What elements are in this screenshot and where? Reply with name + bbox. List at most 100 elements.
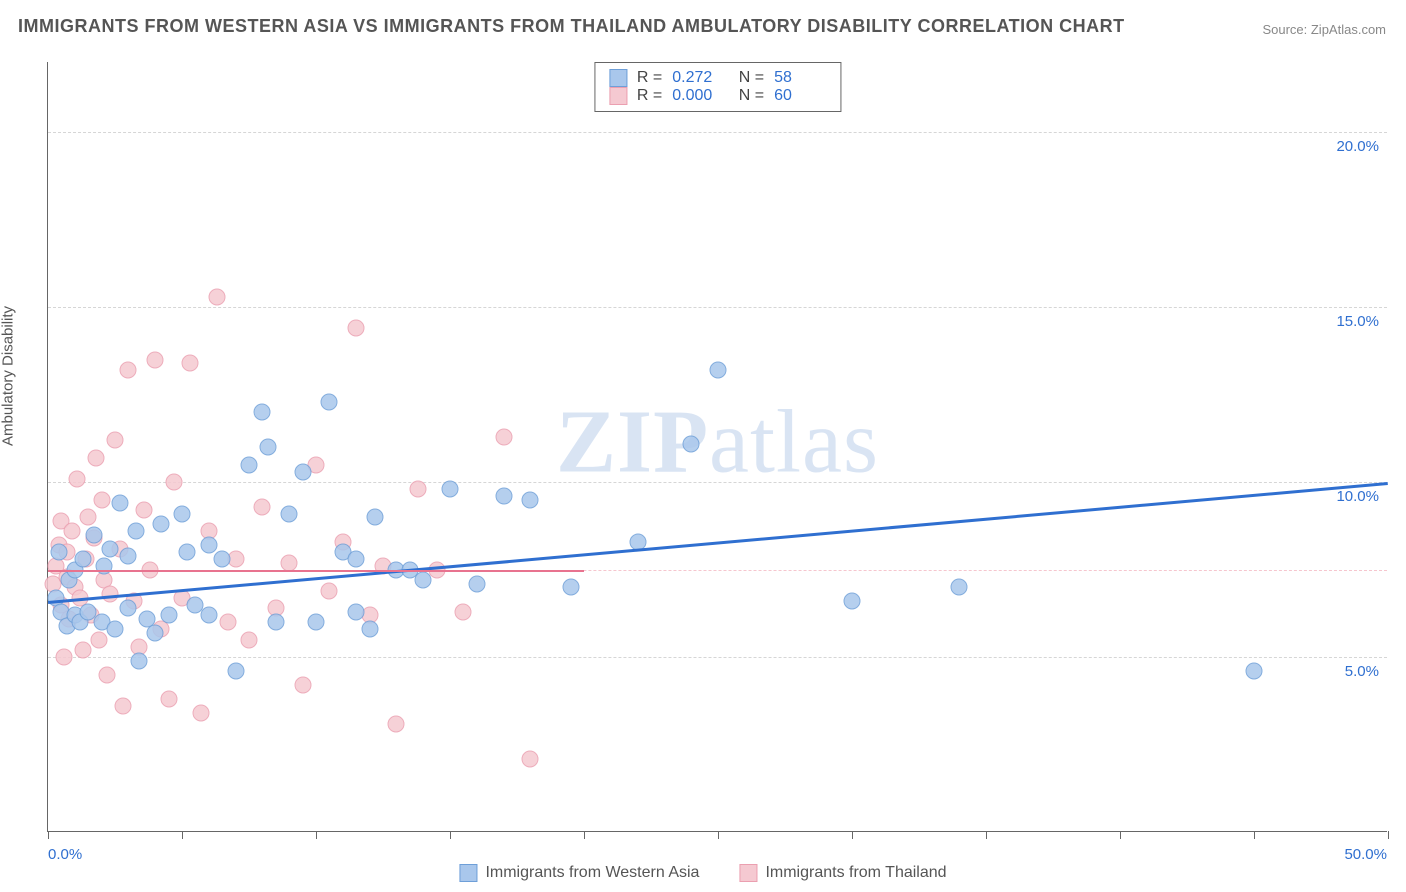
x-tick	[1388, 831, 1389, 839]
scatter-point	[522, 750, 539, 767]
scatter-point	[179, 544, 196, 561]
scatter-point	[468, 575, 485, 592]
scatter-point	[165, 474, 182, 491]
scatter-point	[147, 624, 164, 641]
stat-r-label: R =	[637, 87, 662, 105]
scatter-point	[107, 621, 124, 638]
scatter-point	[160, 691, 177, 708]
scatter-point	[182, 355, 199, 372]
scatter-point	[50, 544, 67, 561]
stats-row: R = 0.000 N = 60	[609, 87, 826, 105]
legend-swatch	[739, 864, 757, 882]
legend-swatch	[609, 87, 627, 105]
trend-line	[48, 482, 1388, 603]
scatter-point	[409, 481, 426, 498]
scatter-point	[1246, 663, 1263, 680]
scatter-point	[208, 288, 225, 305]
stat-n-value: 60	[774, 87, 826, 105]
gridline	[48, 657, 1387, 658]
gridline	[48, 307, 1387, 308]
scatter-point	[308, 614, 325, 631]
x-tick-label: 0.0%	[48, 846, 82, 863]
legend-item: Immigrants from Thailand	[739, 864, 946, 882]
watermark: ZIPatlas	[556, 390, 879, 493]
scatter-point	[101, 540, 118, 557]
scatter-point	[348, 603, 365, 620]
y-tick-label: 5.0%	[1345, 663, 1379, 680]
scatter-point	[120, 362, 137, 379]
scatter-point	[522, 491, 539, 508]
stat-r-label: R =	[637, 69, 662, 87]
scatter-point	[267, 614, 284, 631]
scatter-point	[294, 463, 311, 480]
scatter-point	[214, 551, 231, 568]
legend-swatch	[459, 864, 477, 882]
scatter-point	[710, 362, 727, 379]
y-tick-label: 20.0%	[1336, 138, 1379, 155]
scatter-point	[152, 516, 169, 533]
scatter-point	[174, 505, 191, 522]
scatter-point	[90, 631, 107, 648]
scatter-point	[98, 666, 115, 683]
scatter-point	[241, 631, 258, 648]
legend-label: Immigrants from Western Asia	[485, 864, 699, 882]
scatter-point	[281, 505, 298, 522]
x-tick	[182, 831, 183, 839]
scatter-point	[495, 428, 512, 445]
scatter-point	[951, 579, 968, 596]
scatter-point	[259, 439, 276, 456]
scatter-point	[88, 449, 105, 466]
scatter-point	[241, 456, 258, 473]
scatter-point	[254, 498, 271, 515]
scatter-point	[69, 470, 86, 487]
scatter-point	[227, 663, 244, 680]
scatter-point	[160, 607, 177, 624]
stat-r-value: 0.272	[672, 69, 724, 87]
scatter-point	[131, 652, 148, 669]
scatter-point	[442, 481, 459, 498]
trend-line	[48, 570, 584, 572]
scatter-point	[74, 642, 91, 659]
scatter-point	[348, 551, 365, 568]
scatter-point	[361, 621, 378, 638]
scatter-point	[56, 649, 73, 666]
y-tick-label: 15.0%	[1336, 313, 1379, 330]
scatter-point	[281, 554, 298, 571]
scatter-point	[455, 603, 472, 620]
scatter-point	[128, 523, 145, 540]
x-tick	[48, 831, 49, 839]
scatter-point	[112, 495, 129, 512]
scatter-point	[120, 547, 137, 564]
scatter-point	[120, 600, 137, 617]
scatter-point	[321, 582, 338, 599]
x-tick	[852, 831, 853, 839]
scatter-point	[366, 509, 383, 526]
stat-n-label: N =	[734, 87, 764, 105]
scatter-point	[200, 537, 217, 554]
scatter-point	[136, 502, 153, 519]
scatter-point	[192, 705, 209, 722]
gridline	[48, 482, 1387, 483]
stat-r-value: 0.000	[672, 87, 724, 105]
scatter-plot: ZIPatlas R =0.272 N =58R =0.000 N =60 5.…	[47, 62, 1387, 832]
scatter-point	[388, 715, 405, 732]
scatter-point	[107, 432, 124, 449]
scatter-point	[80, 509, 97, 526]
scatter-point	[495, 488, 512, 505]
y-axis-label: Ambulatory Disability	[0, 306, 17, 446]
scatter-point	[85, 526, 102, 543]
scatter-point	[219, 614, 236, 631]
scatter-point	[64, 523, 81, 540]
scatter-point	[683, 435, 700, 452]
scatter-point	[294, 677, 311, 694]
x-tick	[316, 831, 317, 839]
scatter-point	[200, 607, 217, 624]
scatter-point	[254, 404, 271, 421]
legend-swatch	[609, 69, 627, 87]
scatter-point	[844, 593, 861, 610]
scatter-point	[96, 558, 113, 575]
source-label: Source: ZipAtlas.com	[1262, 22, 1386, 37]
scatter-point	[415, 572, 432, 589]
x-tick	[718, 831, 719, 839]
scatter-point	[147, 351, 164, 368]
